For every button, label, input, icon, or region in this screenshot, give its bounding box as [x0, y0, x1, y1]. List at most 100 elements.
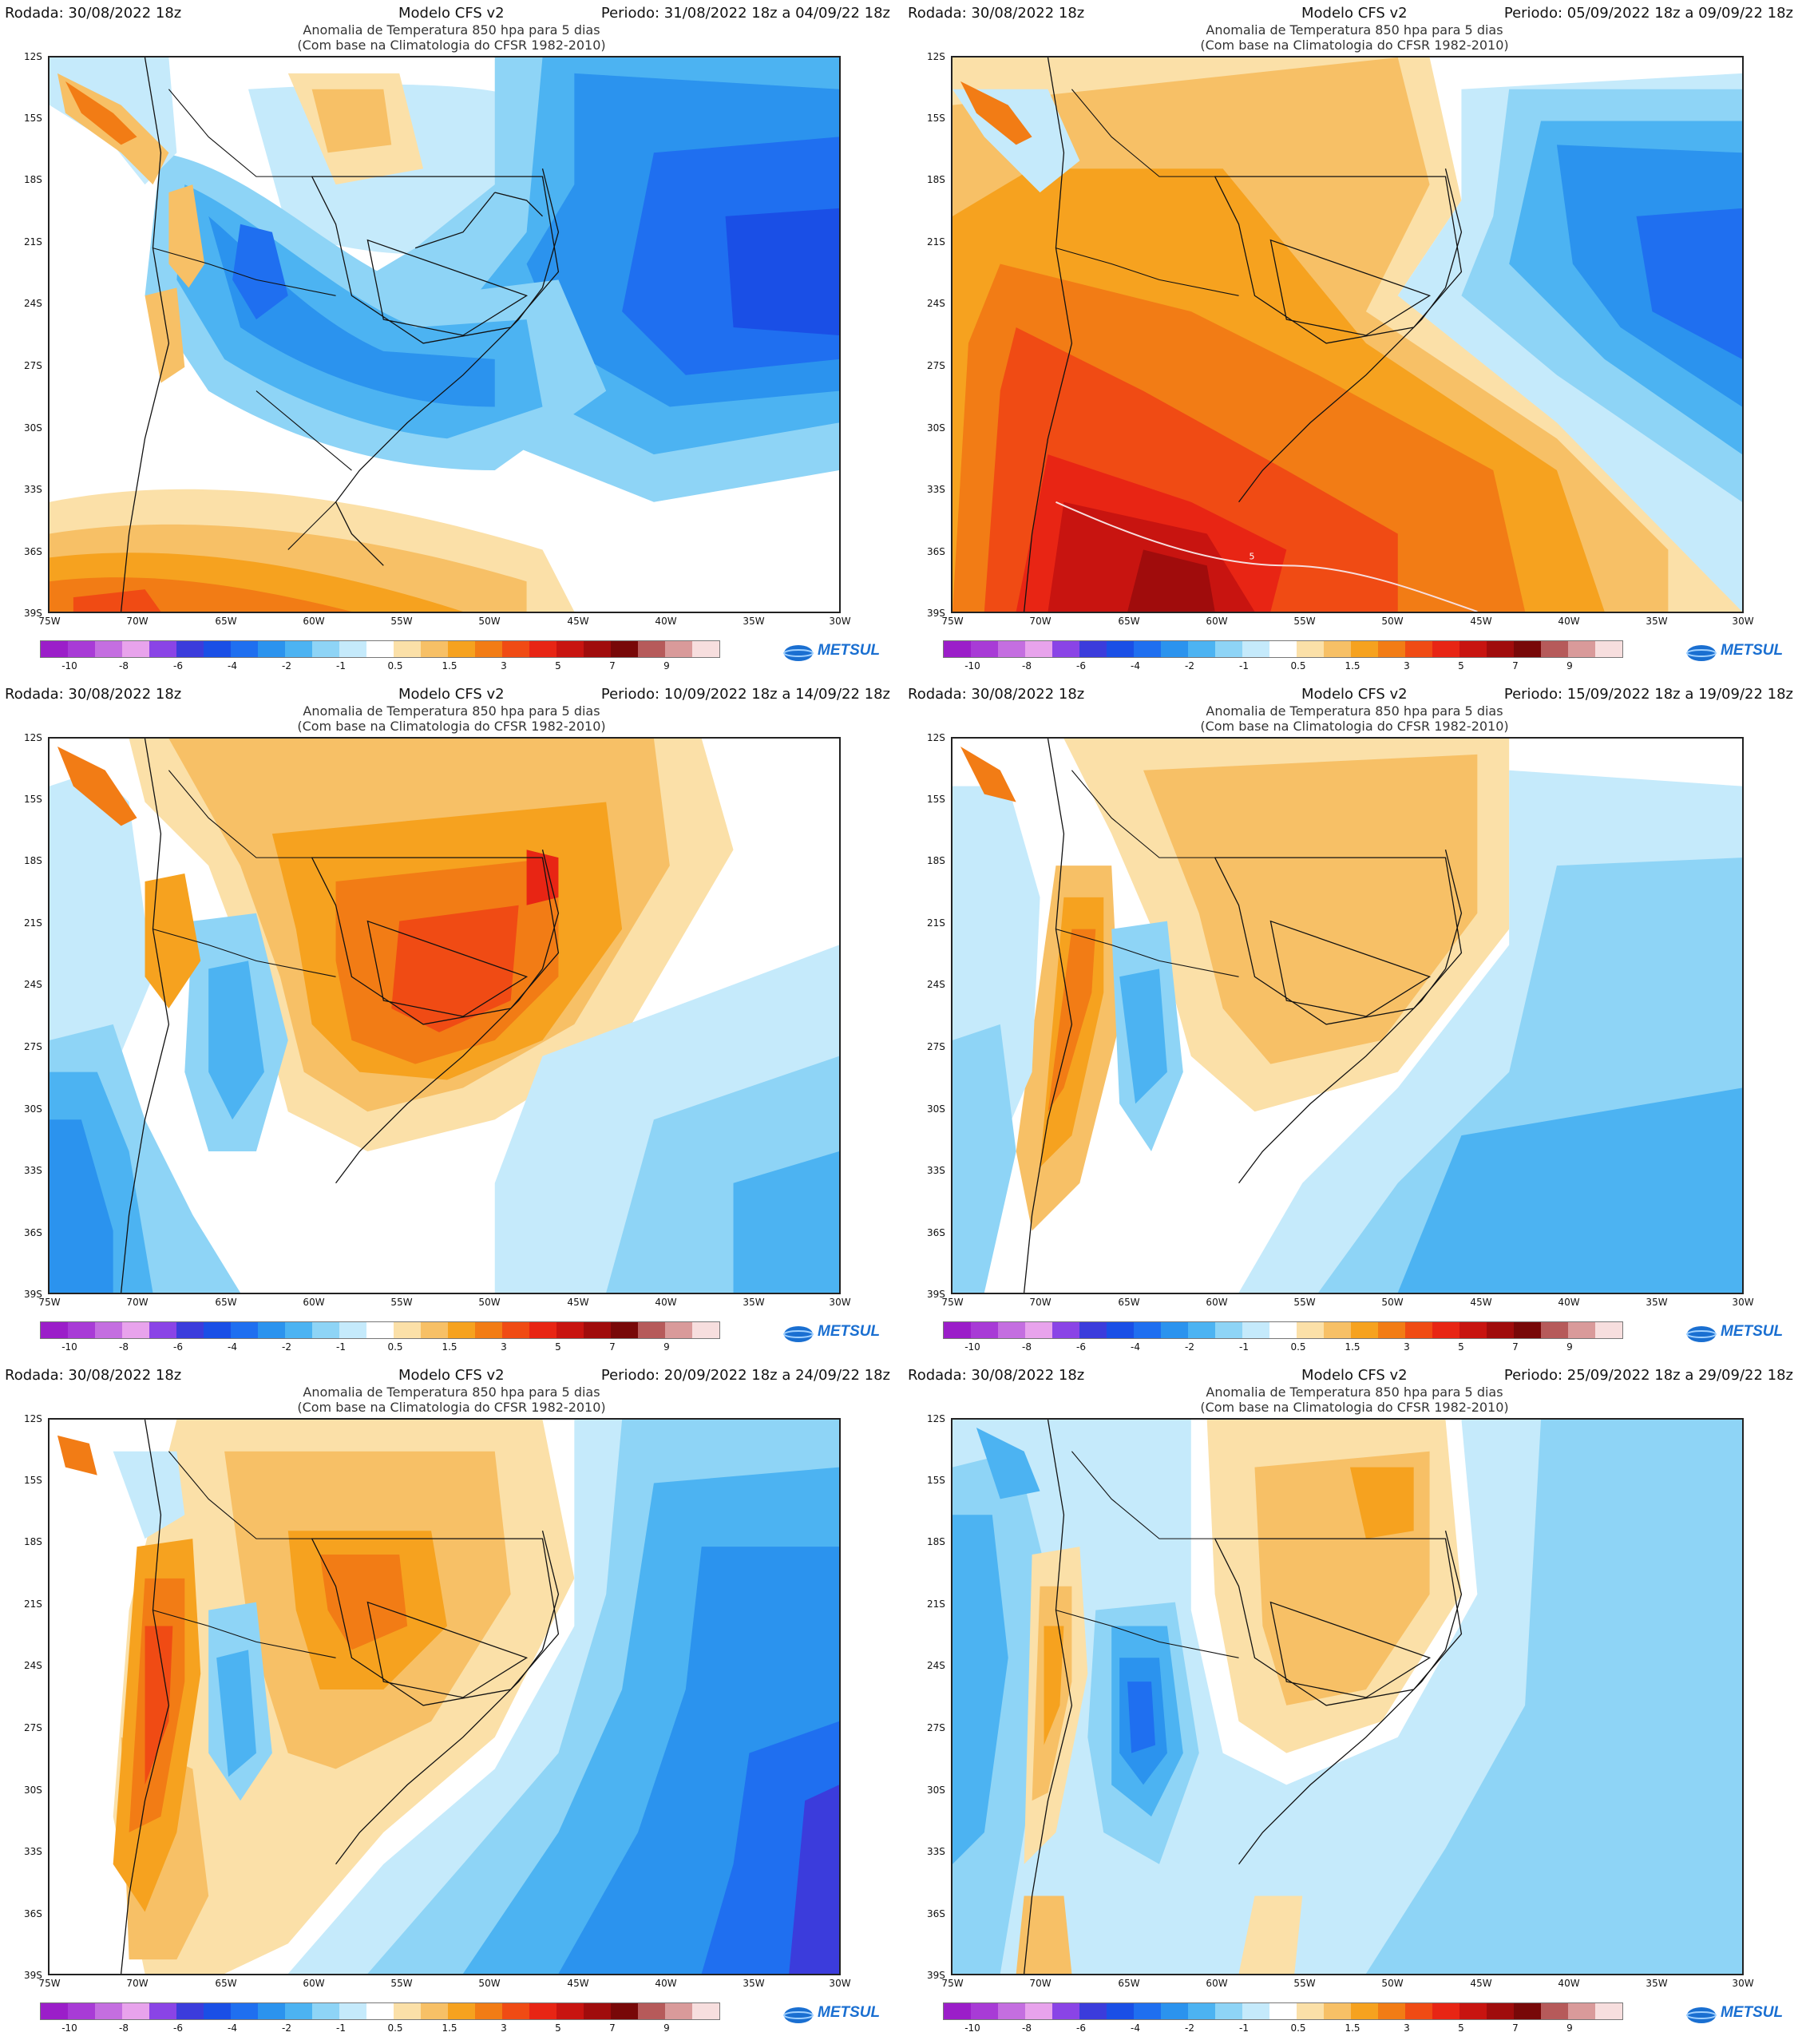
colorbar — [40, 2002, 720, 2020]
anomaly-map — [48, 56, 841, 613]
colorbar-swatch — [529, 2003, 556, 2019]
anomaly-map — [951, 1418, 1744, 1975]
run-label: Rodada: 30/08/2022 18z — [908, 1367, 1085, 1384]
colorbar-swatch — [95, 641, 122, 657]
lon-tick-label: 30W — [829, 616, 851, 627]
colorbar-label: -4 — [228, 660, 237, 671]
colorbar-swatch — [1405, 641, 1432, 657]
colorbar-label: -10 — [61, 2022, 77, 2034]
colorbar-label: -8 — [119, 660, 129, 671]
colorbar-swatch — [1595, 2003, 1622, 2019]
colorbar-label: -2 — [282, 1341, 291, 1353]
colorbar-label: 1.5 — [442, 1341, 457, 1353]
lon-tick-label: 75W — [38, 1297, 61, 1308]
logo-text: METSUL — [818, 642, 881, 659]
lat-tick-label: 24S — [24, 298, 42, 309]
lat-tick-label: 21S — [24, 917, 42, 929]
lon-tick-label: 75W — [38, 616, 61, 627]
lat-tick-label: 15S — [24, 794, 42, 805]
colorbar-swatch — [421, 2003, 448, 2019]
map-subtitle: (Com base na Climatologia do CFSR 1982-2… — [297, 38, 606, 53]
map-subtitle: (Com base na Climatologia do CFSR 1982-2… — [1200, 719, 1509, 734]
colorbar-swatch — [339, 641, 366, 657]
lon-tick-label: 35W — [1646, 1978, 1668, 1989]
map-title: Anomalia de Temperatura 850 hpa para 5 d… — [303, 703, 600, 719]
lon-tick-label: 40W — [1558, 1978, 1580, 1989]
run-label: Rodada: 30/08/2022 18z — [908, 5, 1085, 22]
colorbar-swatch — [258, 2003, 285, 2019]
colorbar-label: -6 — [173, 2022, 183, 2034]
colorbar-swatch — [1188, 1322, 1215, 1338]
colorbar-swatch — [1079, 2003, 1107, 2019]
colorbar-label: 9 — [1566, 2022, 1573, 2034]
colorbar-label: -10 — [61, 1341, 77, 1353]
logo-text: METSUL — [1721, 1323, 1784, 1340]
lon-tick-label: 30W — [829, 1978, 851, 1989]
lat-tick-label: 39S — [24, 1289, 42, 1300]
lat-tick-label: 18S — [24, 1536, 42, 1547]
model-label: Modelo CFS v2 — [1301, 1367, 1408, 1384]
lon-tick-label: 55W — [390, 616, 413, 627]
colorbar-label: 1.5 — [1345, 660, 1360, 671]
lat-tick-label: 39S — [927, 1970, 945, 1981]
colorbar-swatch — [1052, 1322, 1079, 1338]
colorbar-swatch — [1541, 2003, 1568, 2019]
colorbar-swatch — [1432, 1322, 1459, 1338]
lat-tick-label: 15S — [927, 113, 945, 124]
model-label: Modelo CFS v2 — [1301, 686, 1408, 703]
lat-tick-label: 24S — [927, 979, 945, 990]
colorbar-swatch — [1269, 641, 1297, 657]
lon-tick-label: 35W — [743, 616, 765, 627]
lat-tick-label: 15S — [927, 1475, 945, 1486]
model-label: Modelo CFS v2 — [398, 686, 505, 703]
lon-tick-label: 70W — [126, 1978, 149, 1989]
colorbar-swatch — [475, 2003, 502, 2019]
colorbar-label: -2 — [282, 2022, 291, 2034]
colorbar-swatch — [366, 641, 394, 657]
lon-tick-label: 55W — [1293, 1978, 1316, 1989]
colorbar-label: 9 — [1566, 1341, 1573, 1353]
colorbar-label: 0.5 — [387, 660, 403, 671]
colorbar-swatch — [1107, 2003, 1134, 2019]
lat-tick-label: 30S — [24, 422, 42, 434]
colorbar-swatch — [366, 1322, 394, 1338]
lon-tick-label: 45W — [567, 1978, 589, 1989]
colorbar-swatch — [556, 1322, 584, 1338]
colorbar-swatch — [1215, 2003, 1242, 2019]
colorbar-swatch — [665, 2003, 692, 2019]
colorbar-swatch — [1215, 641, 1242, 657]
colorbar-swatch — [665, 1322, 692, 1338]
colorbar-swatch — [638, 1322, 665, 1338]
colorbar-swatch — [475, 1322, 502, 1338]
lat-tick-label: 39S — [24, 1970, 42, 1981]
colorbar-swatch — [1134, 641, 1161, 657]
colorbar-label: 7 — [1512, 660, 1519, 671]
lat-tick-label: 18S — [24, 855, 42, 866]
colorbar-swatch — [1459, 641, 1487, 657]
map-title: Anomalia de Temperatura 850 hpa para 5 d… — [1206, 1384, 1503, 1400]
colorbar-label: -1 — [336, 2022, 346, 2034]
colorbar-swatch — [1188, 2003, 1215, 2019]
lat-tick-label: 12S — [24, 51, 42, 62]
globe-icon — [1686, 2007, 1717, 2023]
lat-tick-label: 39S — [24, 608, 42, 619]
lat-tick-label: 12S — [927, 732, 945, 743]
anomaly-map — [48, 1418, 841, 1975]
lon-tick-label: 70W — [1029, 616, 1052, 627]
colorbar — [40, 640, 720, 658]
colorbar-swatch — [68, 2003, 95, 2019]
colorbar-swatch — [1025, 641, 1052, 657]
map-panel-1: Rodada: 30/08/2022 18z Modelo CFS v2 Per… — [0, 0, 903, 681]
colorbar-swatch — [258, 1322, 285, 1338]
colorbar — [943, 1321, 1623, 1339]
lat-tick-label: 36S — [24, 1227, 42, 1238]
colorbar-label: 1.5 — [442, 2022, 457, 2034]
colorbar-label: -8 — [1022, 1341, 1032, 1353]
colorbar-swatch — [971, 641, 998, 657]
run-label: Rodada: 30/08/2022 18z — [908, 686, 1085, 703]
colorbar-label: -2 — [282, 660, 291, 671]
lat-tick-label: 27S — [927, 1041, 945, 1052]
colorbar-label: -8 — [119, 1341, 129, 1353]
lon-tick-label: 30W — [1732, 1978, 1754, 1989]
colorbar-swatch — [285, 1322, 312, 1338]
